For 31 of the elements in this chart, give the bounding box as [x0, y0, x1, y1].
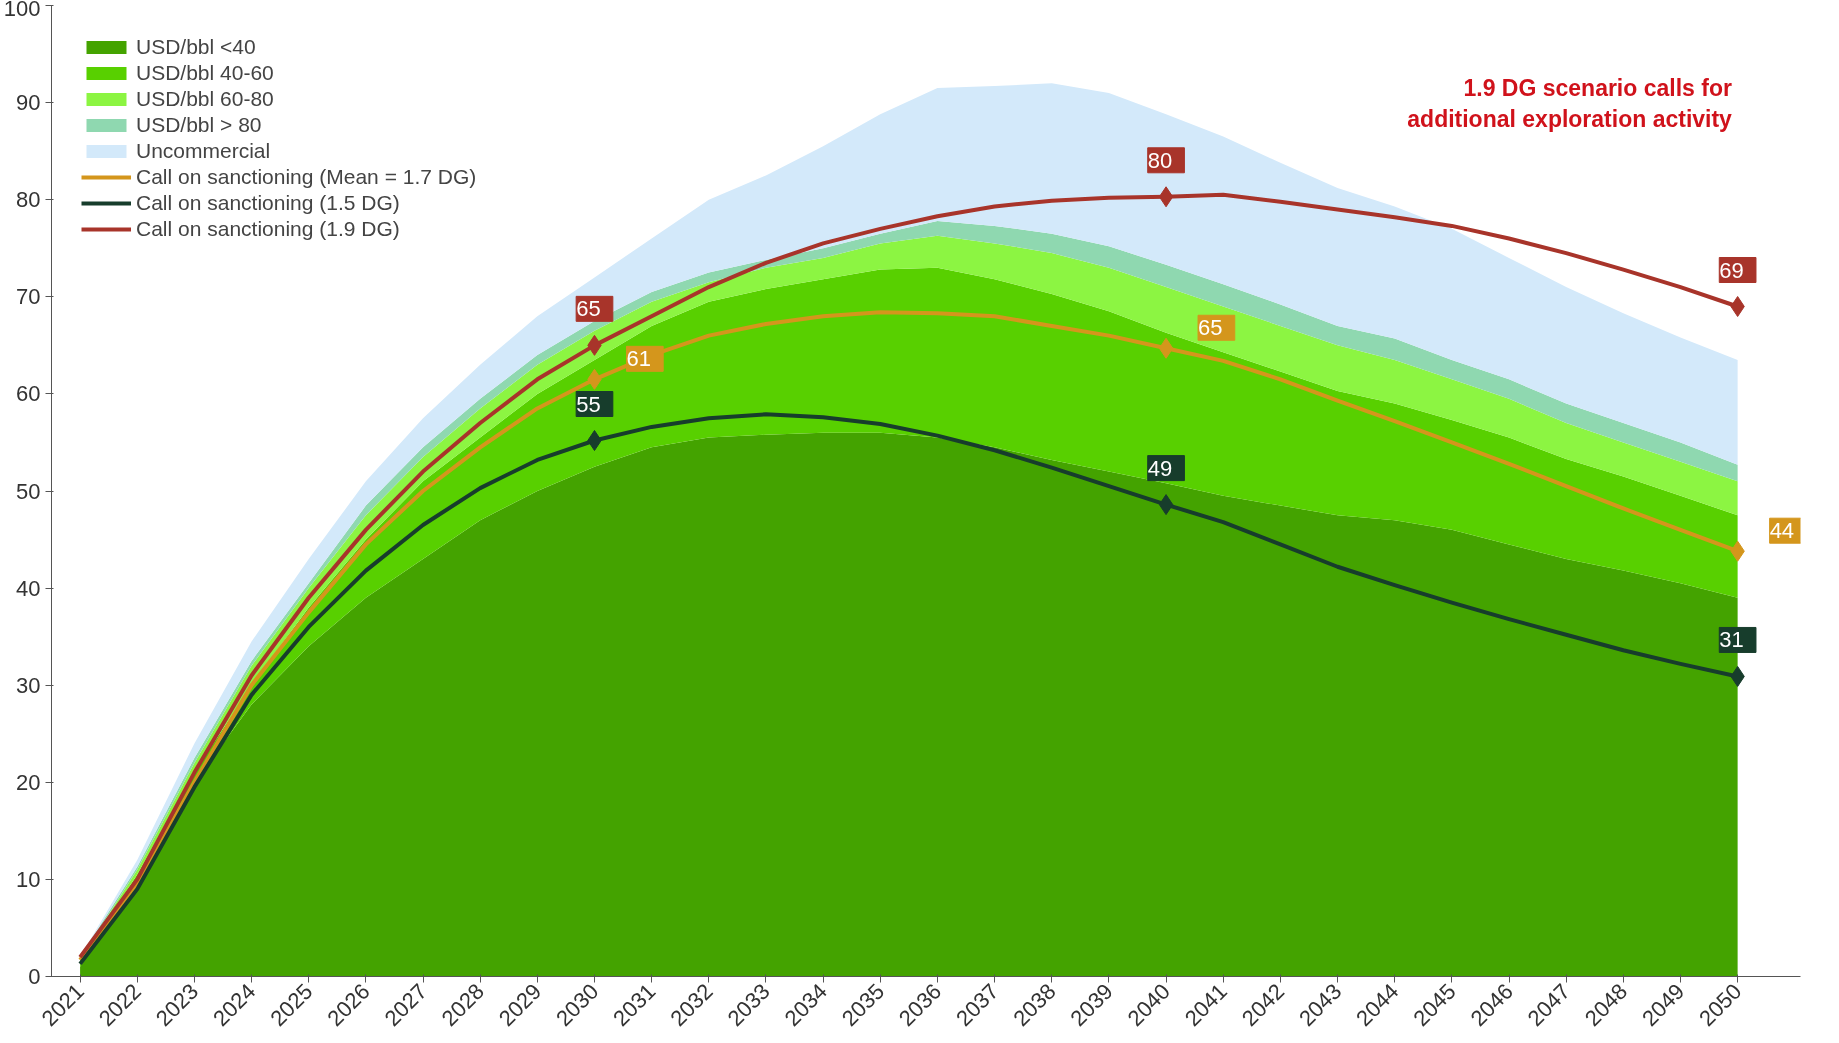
legend-label: Uncommercial — [136, 139, 271, 163]
y-tick-label: 0 — [28, 964, 41, 989]
point — [1158, 186, 1174, 208]
legend-label: Call on sanctioning (1.9 DG) — [136, 217, 400, 241]
annotation: 1.9 DG scenario calls for additional exploration activity — [1407, 74, 1733, 132]
data-label: 65 — [1198, 315, 1223, 341]
y-tick-label: 40 — [16, 575, 41, 601]
data-label: 44 — [1769, 518, 1795, 544]
y-tick-label: 70 — [16, 284, 41, 310]
y-tick-label: 20 — [16, 769, 41, 795]
data-label: 65 — [576, 296, 601, 322]
data-label: 31 — [1719, 627, 1744, 653]
y-tick-label: 60 — [16, 381, 41, 407]
point — [1158, 337, 1174, 359]
legend-label: Call on sanctioning (Mean = 1.7 DG) — [136, 165, 477, 189]
y-tick-label: 50 — [16, 478, 41, 504]
legend-label: USD/bbl > 80 — [136, 113, 262, 137]
y-tick-label: 30 — [16, 672, 41, 698]
legend-label: USD/bbl <40 — [136, 35, 256, 59]
y-tick-label: 100 — [3, 0, 41, 21]
y-tick-label: 90 — [16, 90, 41, 116]
data-label: 69 — [1719, 257, 1744, 283]
point — [1158, 494, 1174, 516]
data-label: 49 — [1147, 455, 1173, 481]
data-label: 80 — [1147, 147, 1173, 173]
y-tick-label: 10 — [16, 866, 41, 892]
y-tick-label: 80 — [16, 187, 41, 213]
data-label: 55 — [576, 391, 601, 417]
legend-label: Call on sanctioning (1.5 DG) — [136, 191, 400, 215]
legend-label: USD/bbl 60-80 — [136, 87, 274, 111]
legend-label: USD/bbl 40-60 — [136, 61, 274, 85]
